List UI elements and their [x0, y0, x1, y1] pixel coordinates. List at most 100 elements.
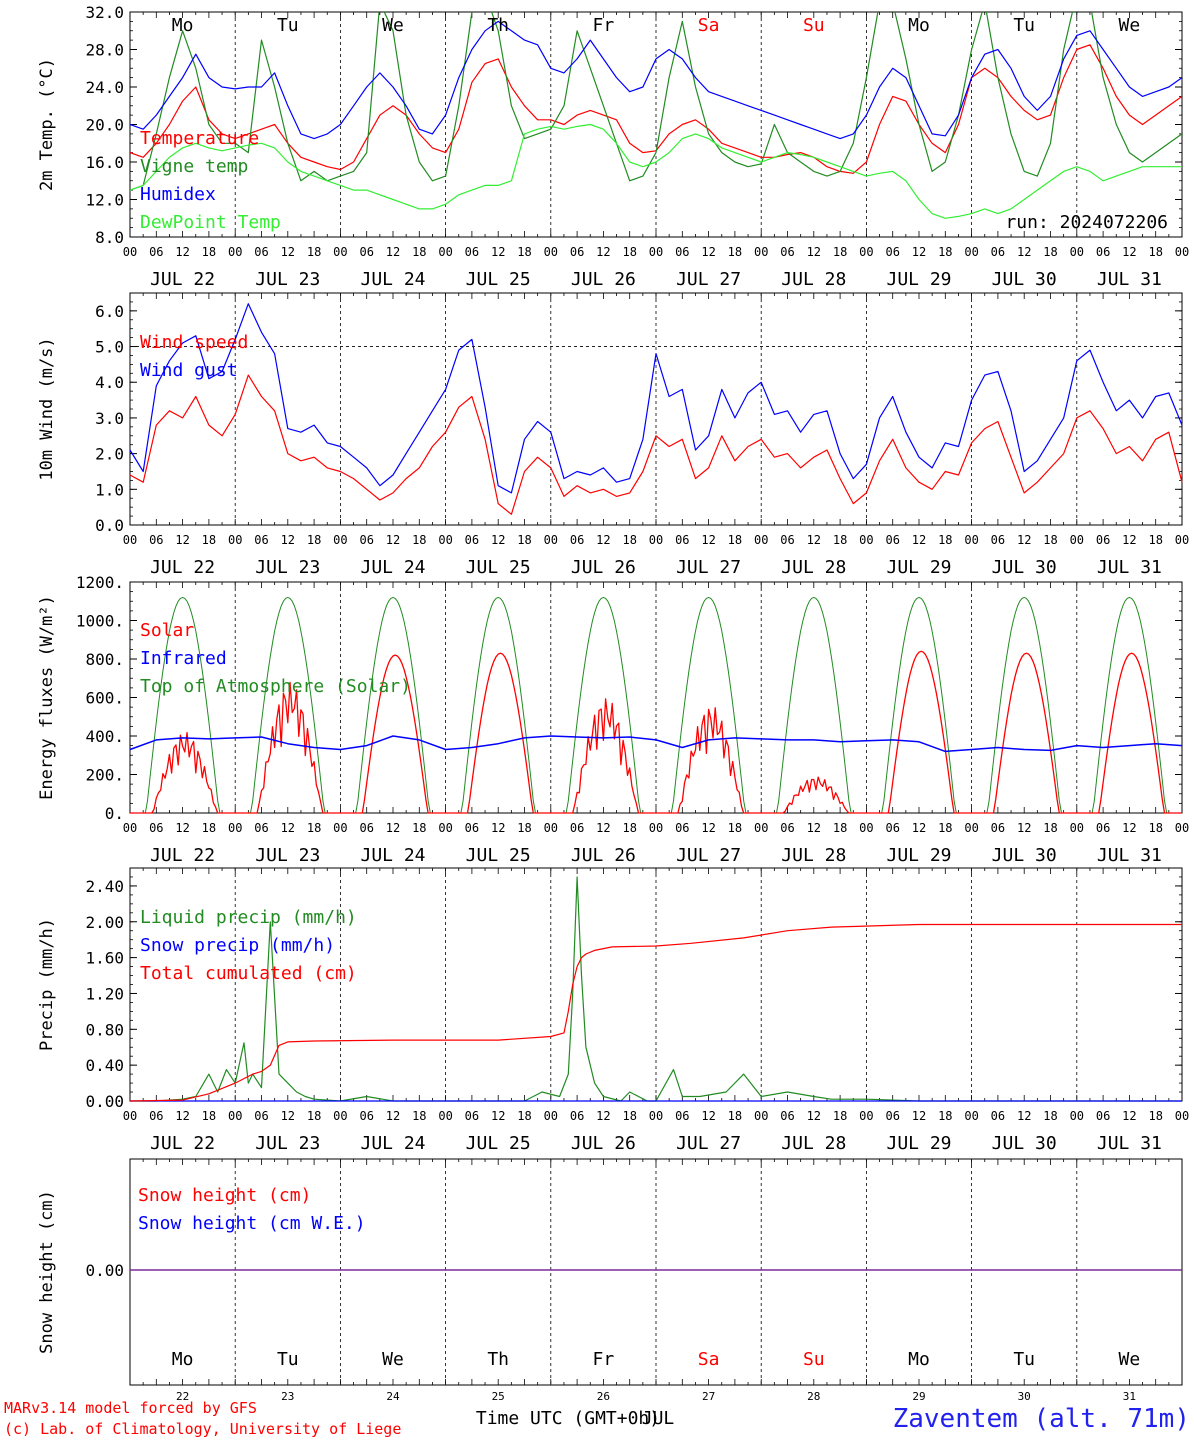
- date-label: JUL 26: [571, 845, 636, 866]
- hour-tick-label: 18: [622, 1109, 636, 1123]
- hour-tick-label: 18: [728, 1109, 742, 1123]
- date-label: JUL 31: [1097, 269, 1162, 290]
- hour-tick-label: 00: [859, 821, 873, 835]
- y-tick-label: 2.00: [85, 913, 124, 932]
- hour-tick-label: 18: [307, 533, 321, 547]
- date-label: JUL 25: [466, 1133, 531, 1154]
- hour-tick-label: 12: [1122, 1109, 1136, 1123]
- hour-tick-label: 06: [149, 1109, 163, 1123]
- date-label: JUL 29: [886, 557, 951, 578]
- hour-tick-label: 18: [307, 821, 321, 835]
- hour-tick-label: 06: [780, 245, 794, 259]
- day-number-label: 25: [492, 1390, 505, 1403]
- hour-tick-label: 06: [254, 1109, 268, 1123]
- hour-tick-label: 12: [596, 245, 610, 259]
- hour-tick-label: 18: [202, 533, 216, 547]
- hour-tick-label: 12: [281, 245, 295, 259]
- hour-tick-label: 12: [701, 245, 715, 259]
- legend-entry: Humidex: [140, 184, 216, 205]
- y-tick-label: 5.0: [95, 338, 124, 357]
- y-tick-label: 6.0: [95, 302, 124, 321]
- hour-tick-label: 06: [149, 821, 163, 835]
- footer-model-line: MARv3.14 model forced by GFS: [4, 1399, 257, 1417]
- hour-tick-label: 06: [885, 821, 899, 835]
- hour-tick-label: 06: [254, 821, 268, 835]
- hour-tick-label: 00: [544, 533, 558, 547]
- hour-tick-label: 00: [649, 533, 663, 547]
- hour-tick-label: 00: [1070, 1109, 1084, 1123]
- hour-tick-label: 00: [438, 245, 452, 259]
- hour-tick-label: 18: [412, 821, 426, 835]
- hour-tick-label: 12: [175, 245, 189, 259]
- y-axis-title: Precip (mm/h): [37, 918, 57, 1051]
- series-line: [129, 735, 1183, 753]
- hour-tick-label: 00: [123, 1109, 137, 1123]
- panel-2: 0.0 1.0 2.0 3.0 4.0 5.0 6.0 10m Wind (m/s) Wind …: [37, 292, 1189, 578]
- y-tick-label: 600.: [85, 689, 124, 708]
- y-tick-label: 20.0: [85, 116, 124, 135]
- hour-tick-label: 00: [649, 1109, 663, 1123]
- hour-tick-label: 00: [964, 821, 978, 835]
- y-tick-label: 2.40: [85, 877, 124, 896]
- series-line: [130, 876, 1182, 1102]
- hour-tick-label: 18: [728, 245, 742, 259]
- hour-tick-label: 18: [307, 1109, 321, 1123]
- legend-entry: Vigne temp: [140, 156, 248, 177]
- run-label: run: 2024072206: [1005, 212, 1168, 233]
- hour-tick-label: 18: [412, 1109, 426, 1123]
- date-label: JUL 23: [255, 269, 320, 290]
- hour-tick-label: 12: [386, 821, 400, 835]
- legend-entry: Infrared: [140, 648, 227, 669]
- y-axis-title: Snow height (cm): [37, 1190, 57, 1354]
- hour-tick-label: 18: [202, 821, 216, 835]
- hour-tick-label: 00: [438, 1109, 452, 1123]
- day-number-label: 31: [1123, 1390, 1136, 1403]
- legend-entry: Solar: [140, 620, 194, 641]
- y-tick-label: 0.00: [85, 1261, 124, 1280]
- hour-tick-label: 00: [859, 1109, 873, 1123]
- hour-tick-label: 12: [491, 821, 505, 835]
- hour-tick-label: 18: [622, 821, 636, 835]
- hour-tick-label: 06: [254, 533, 268, 547]
- hour-tick-label: 12: [386, 533, 400, 547]
- hour-tick-label: 12: [491, 1109, 505, 1123]
- hour-tick-label: 00: [228, 1109, 242, 1123]
- hour-tick-label: 06: [1096, 821, 1110, 835]
- y-tick-label: 1000.: [76, 612, 124, 631]
- date-label: JUL 31: [1097, 1133, 1162, 1154]
- legend-entry: Wind speed: [140, 332, 248, 353]
- hour-tick-label: 06: [570, 245, 584, 259]
- hour-tick-label: 18: [1148, 1109, 1162, 1123]
- hour-tick-label: 06: [359, 533, 373, 547]
- series-line: [130, 650, 1182, 814]
- hour-tick-label: 00: [649, 245, 663, 259]
- date-label: JUL 29: [886, 1133, 951, 1154]
- hour-tick-label: 18: [938, 245, 952, 259]
- hour-tick-label: 12: [596, 1109, 610, 1123]
- hour-tick-label: 00: [333, 821, 347, 835]
- hour-tick-label: 00: [228, 821, 242, 835]
- date-label: JUL 29: [886, 845, 951, 866]
- date-label: JUL 22: [150, 845, 215, 866]
- hour-tick-label: 06: [780, 533, 794, 547]
- hour-tick-label: 00: [544, 1109, 558, 1123]
- hour-tick-label: 06: [570, 1109, 584, 1123]
- legend-entry: Snow precip (mm/h): [140, 935, 335, 956]
- y-tick-label: 3.0: [95, 409, 124, 428]
- hour-tick-label: 12: [701, 821, 715, 835]
- y-tick-label: 200.: [85, 766, 124, 785]
- hour-tick-label: 06: [675, 245, 689, 259]
- panel-3: 0. 200. 400. 600. 800. 1000. 1200. Energy fluxe…: [37, 573, 1189, 866]
- weekday-label: Su: [803, 1349, 825, 1370]
- hour-tick-label: 18: [412, 533, 426, 547]
- hour-tick-label: 06: [149, 533, 163, 547]
- y-tick-label: 800.: [85, 650, 124, 669]
- hour-tick-label: 06: [675, 533, 689, 547]
- hour-tick-label: 12: [1122, 821, 1136, 835]
- hour-tick-label: 12: [281, 1109, 295, 1123]
- hour-tick-label: 06: [465, 1109, 479, 1123]
- hour-tick-label: 00: [544, 821, 558, 835]
- hour-tick-label: 06: [1096, 1109, 1110, 1123]
- y-tick-label: 1.60: [85, 949, 124, 968]
- weekday-label: Fr: [593, 15, 615, 36]
